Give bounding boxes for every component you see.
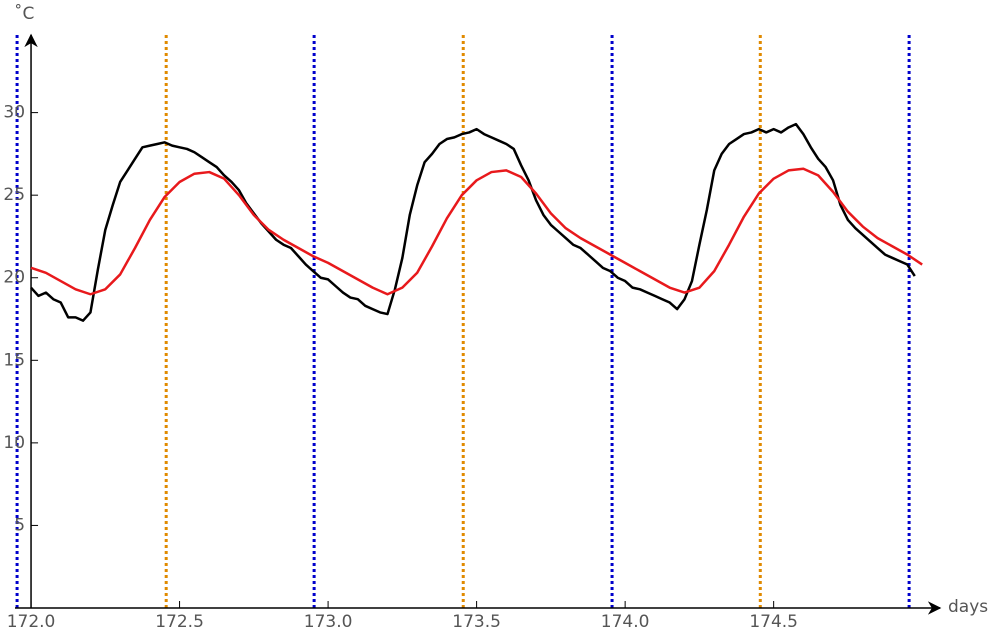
y-axis-label: ˚C xyxy=(14,3,34,24)
y-tick-label: 15 xyxy=(3,350,25,370)
x-tick-label: 173.5 xyxy=(452,612,501,632)
y-tick-label: 25 xyxy=(3,185,25,205)
x-tick-label: 173.0 xyxy=(304,612,353,632)
x-tick-label: 172.5 xyxy=(155,612,204,632)
y-tick-label: 5 xyxy=(14,515,25,535)
x-tick-label: 174.0 xyxy=(601,612,650,632)
x-axis-label: days xyxy=(948,597,988,617)
data-line xyxy=(30,167,923,296)
y-tick-label: 20 xyxy=(3,268,25,288)
y-tick-label: 30 xyxy=(3,103,25,123)
y-tick-label: 10 xyxy=(3,433,25,453)
x-tick-label: 172.0 xyxy=(7,612,56,632)
data-line xyxy=(30,122,916,322)
x-tick-label: 174.5 xyxy=(749,612,798,632)
